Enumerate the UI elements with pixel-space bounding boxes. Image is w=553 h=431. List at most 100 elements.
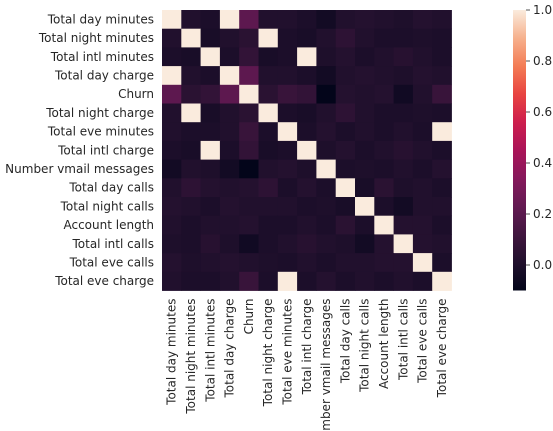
heatmap-cell — [355, 122, 375, 142]
heatmap-cell — [258, 47, 279, 67]
heatmap-cell — [219, 84, 240, 104]
column-label: Total day calls — [338, 299, 352, 385]
heatmap-cell — [239, 84, 259, 104]
heatmap-cell — [316, 66, 337, 86]
heatmap-cell — [162, 103, 182, 123]
heatmap-cell — [393, 215, 414, 235]
heatmap-cell — [200, 84, 221, 104]
heatmap-cell — [200, 271, 221, 291]
heatmap-cell — [393, 28, 414, 48]
heatmap-cell — [335, 178, 356, 198]
heatmap-cell — [432, 28, 452, 48]
heatmap-cell — [297, 197, 317, 217]
heatmap-cell — [297, 215, 317, 235]
heatmap-cell — [393, 159, 414, 179]
heatmap-cell — [277, 47, 298, 67]
heatmap-cell — [335, 66, 356, 86]
heatmap-cell — [162, 47, 182, 67]
heatmap-cell — [432, 66, 452, 86]
column-labels: Total day minutes Total night minutes Tota… — [165, 298, 449, 431]
heatmap-cell — [355, 140, 375, 160]
heatmap-cell — [258, 84, 279, 104]
heatmap-cell — [277, 10, 298, 30]
heatmap-cell — [355, 234, 375, 254]
heatmap-cell — [374, 271, 394, 291]
heatmap-cell — [335, 140, 356, 160]
heatmap-cell — [219, 234, 240, 254]
heatmap-cell — [335, 28, 356, 48]
heatmap-cell — [316, 178, 337, 198]
heatmap-cell — [239, 215, 259, 235]
colorbar — [513, 10, 526, 291]
heatmap-cell — [258, 103, 279, 123]
heatmap-cell — [219, 122, 240, 142]
heatmap-cell — [239, 178, 259, 198]
heatmap-cell — [374, 122, 394, 142]
heatmap-cell — [162, 271, 182, 291]
heatmap-cell — [219, 271, 240, 291]
heatmap-cell — [258, 140, 279, 160]
heatmap-cell — [200, 197, 221, 217]
heatmap-cell — [335, 122, 356, 142]
colorbar-tick-label: 0.0 — [533, 258, 552, 272]
heatmap-cell — [181, 253, 201, 273]
heatmap-cells — [162, 10, 452, 291]
heatmap-cell — [162, 197, 182, 217]
heatmap-cell — [239, 66, 259, 86]
heatmap-cell — [432, 178, 452, 198]
column-label: Account length — [377, 299, 391, 390]
heatmap-cell — [297, 159, 317, 179]
heatmap-cell — [432, 140, 452, 160]
heatmap-cell — [258, 271, 279, 291]
heatmap-cell — [181, 271, 201, 291]
heatmap-cell — [412, 271, 433, 291]
heatmap-cell — [412, 253, 433, 273]
heatmap-cell — [162, 253, 182, 273]
row-label: Total eve calls — [69, 255, 154, 269]
heatmap-cell — [374, 140, 394, 160]
heatmap-cell — [393, 122, 414, 142]
heatmap-cell — [355, 197, 375, 217]
heatmap-cell — [258, 159, 279, 179]
heatmap-cell — [162, 122, 182, 142]
heatmap-cell — [393, 197, 414, 217]
heatmap-cell — [374, 234, 394, 254]
heatmap-cell — [239, 47, 259, 67]
heatmap-cell — [335, 84, 356, 104]
heatmap-cell — [181, 159, 201, 179]
heatmap-cell — [316, 197, 337, 217]
heatmap-cell — [374, 84, 394, 104]
heatmap-cell — [297, 10, 317, 30]
heatmap-cell — [239, 253, 259, 273]
row-label: Churn — [118, 87, 154, 101]
heatmap-cell — [258, 66, 279, 86]
heatmap-cell — [432, 234, 452, 254]
heatmap-cell — [393, 234, 414, 254]
heatmap-cell — [335, 10, 356, 30]
heatmap-cell — [277, 28, 298, 48]
heatmap-cell — [200, 28, 221, 48]
heatmap-cell — [432, 122, 452, 142]
heatmap-cell — [374, 10, 394, 30]
heatmap-cell — [335, 159, 356, 179]
heatmap-cell — [355, 47, 375, 67]
heatmap-cell — [316, 140, 337, 160]
row-label: Total intl charge — [57, 143, 154, 157]
heatmap-cell — [200, 66, 221, 86]
heatmap-cell — [162, 66, 182, 86]
row-label: Total eve charge — [54, 274, 154, 288]
column-label: Total day charge — [223, 299, 237, 399]
column-label: Total eve minutes — [280, 299, 294, 406]
heatmap-cell — [162, 159, 182, 179]
heatmap-cell — [316, 122, 337, 142]
heatmap-cell — [239, 234, 259, 254]
heatmap-cell — [297, 271, 317, 291]
row-label: Account length — [63, 218, 154, 232]
heatmap-cell — [316, 28, 337, 48]
heatmap-cell — [181, 197, 201, 217]
heatmap-cell — [297, 178, 317, 198]
heatmap-cell — [355, 103, 375, 123]
heatmap-cell — [393, 140, 414, 160]
colorbar-tick-label: 0.4 — [533, 156, 552, 170]
